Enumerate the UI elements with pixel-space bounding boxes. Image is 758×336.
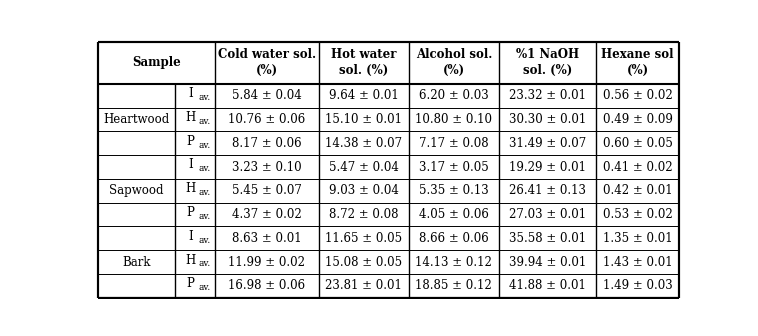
Text: 4.37 ± 0.02: 4.37 ± 0.02 (232, 208, 302, 221)
Text: 8.66 ± 0.06: 8.66 ± 0.06 (419, 232, 489, 245)
Text: Heartwood: Heartwood (103, 113, 169, 126)
Text: P: P (186, 277, 194, 290)
Text: 0.42 ± 0.01: 0.42 ± 0.01 (603, 184, 672, 197)
Text: 0.53 ± 0.02: 0.53 ± 0.02 (603, 208, 672, 221)
Text: Alcohol sol.
(%): Alcohol sol. (%) (415, 48, 492, 77)
Text: 7.17 ± 0.08: 7.17 ± 0.08 (419, 137, 489, 150)
Text: 39.94 ± 0.01: 39.94 ± 0.01 (509, 256, 586, 268)
Text: H: H (185, 111, 196, 124)
Text: %1 NaOH
sol. (%): %1 NaOH sol. (%) (515, 48, 579, 77)
Text: av.: av. (199, 259, 211, 268)
Text: 5.84 ± 0.04: 5.84 ± 0.04 (232, 89, 302, 102)
Text: 9.03 ± 0.04: 9.03 ± 0.04 (329, 184, 399, 197)
Text: 15.10 ± 0.01: 15.10 ± 0.01 (325, 113, 402, 126)
Text: Sample: Sample (132, 56, 181, 69)
Text: Bark: Bark (122, 256, 151, 268)
Text: av.: av. (199, 212, 211, 221)
Text: H: H (185, 182, 196, 195)
Text: 30.30 ± 0.01: 30.30 ± 0.01 (509, 113, 586, 126)
Text: 0.56 ± 0.02: 0.56 ± 0.02 (603, 89, 672, 102)
Text: Hot water
sol. (%): Hot water sol. (%) (331, 48, 396, 77)
Text: 0.49 ± 0.09: 0.49 ± 0.09 (603, 113, 672, 126)
Text: 26.41 ± 0.13: 26.41 ± 0.13 (509, 184, 586, 197)
Text: 1.49 ± 0.03: 1.49 ± 0.03 (603, 279, 672, 292)
Text: Cold water sol.
(%): Cold water sol. (%) (218, 48, 316, 77)
Text: I: I (188, 159, 193, 171)
Text: 5.35 ± 0.13: 5.35 ± 0.13 (419, 184, 489, 197)
Text: 4.05 ± 0.06: 4.05 ± 0.06 (419, 208, 489, 221)
Text: 10.80 ± 0.10: 10.80 ± 0.10 (415, 113, 492, 126)
Text: av.: av. (199, 236, 211, 245)
Text: 23.32 ± 0.01: 23.32 ± 0.01 (509, 89, 586, 102)
Text: av.: av. (199, 117, 211, 126)
Text: 3.17 ± 0.05: 3.17 ± 0.05 (419, 161, 489, 174)
Text: I: I (188, 87, 193, 100)
Text: P: P (186, 135, 194, 148)
Text: 14.38 ± 0.07: 14.38 ± 0.07 (325, 137, 402, 150)
Text: 0.41 ± 0.02: 0.41 ± 0.02 (603, 161, 672, 174)
Text: av.: av. (199, 283, 211, 292)
Text: av.: av. (199, 93, 211, 102)
Text: 19.29 ± 0.01: 19.29 ± 0.01 (509, 161, 586, 174)
Text: 8.17 ± 0.06: 8.17 ± 0.06 (232, 137, 302, 150)
Text: 11.99 ± 0.02: 11.99 ± 0.02 (228, 256, 305, 268)
Text: 8.72 ± 0.08: 8.72 ± 0.08 (329, 208, 399, 221)
Text: 18.85 ± 0.12: 18.85 ± 0.12 (415, 279, 492, 292)
Text: P: P (186, 206, 194, 219)
Text: 14.13 ± 0.12: 14.13 ± 0.12 (415, 256, 492, 268)
Text: 0.60 ± 0.05: 0.60 ± 0.05 (603, 137, 672, 150)
Text: 3.23 ± 0.10: 3.23 ± 0.10 (232, 161, 302, 174)
Text: 9.64 ± 0.01: 9.64 ± 0.01 (329, 89, 399, 102)
Text: av.: av. (199, 140, 211, 150)
Text: 16.98 ± 0.06: 16.98 ± 0.06 (228, 279, 305, 292)
Text: 5.47 ± 0.04: 5.47 ± 0.04 (329, 161, 399, 174)
Text: 27.03 ± 0.01: 27.03 ± 0.01 (509, 208, 586, 221)
Text: 5.45 ± 0.07: 5.45 ± 0.07 (232, 184, 302, 197)
Text: 8.63 ± 0.01: 8.63 ± 0.01 (232, 232, 302, 245)
Text: Hexane sol
(%): Hexane sol (%) (601, 48, 674, 77)
Text: 41.88 ± 0.01: 41.88 ± 0.01 (509, 279, 586, 292)
Text: 35.58 ± 0.01: 35.58 ± 0.01 (509, 232, 586, 245)
Text: I: I (188, 230, 193, 243)
Text: 1.35 ± 0.01: 1.35 ± 0.01 (603, 232, 672, 245)
Text: 10.76 ± 0.06: 10.76 ± 0.06 (228, 113, 305, 126)
Text: 31.49 ± 0.07: 31.49 ± 0.07 (509, 137, 586, 150)
Text: 6.20 ± 0.03: 6.20 ± 0.03 (419, 89, 489, 102)
Text: av.: av. (199, 164, 211, 173)
Text: 11.65 ± 0.05: 11.65 ± 0.05 (325, 232, 402, 245)
Text: 1.43 ± 0.01: 1.43 ± 0.01 (603, 256, 672, 268)
Text: av.: av. (199, 188, 211, 197)
Text: Sapwood: Sapwood (109, 184, 164, 197)
Text: 23.81 ± 0.01: 23.81 ± 0.01 (325, 279, 402, 292)
Text: H: H (185, 254, 196, 266)
Text: 15.08 ± 0.05: 15.08 ± 0.05 (325, 256, 402, 268)
